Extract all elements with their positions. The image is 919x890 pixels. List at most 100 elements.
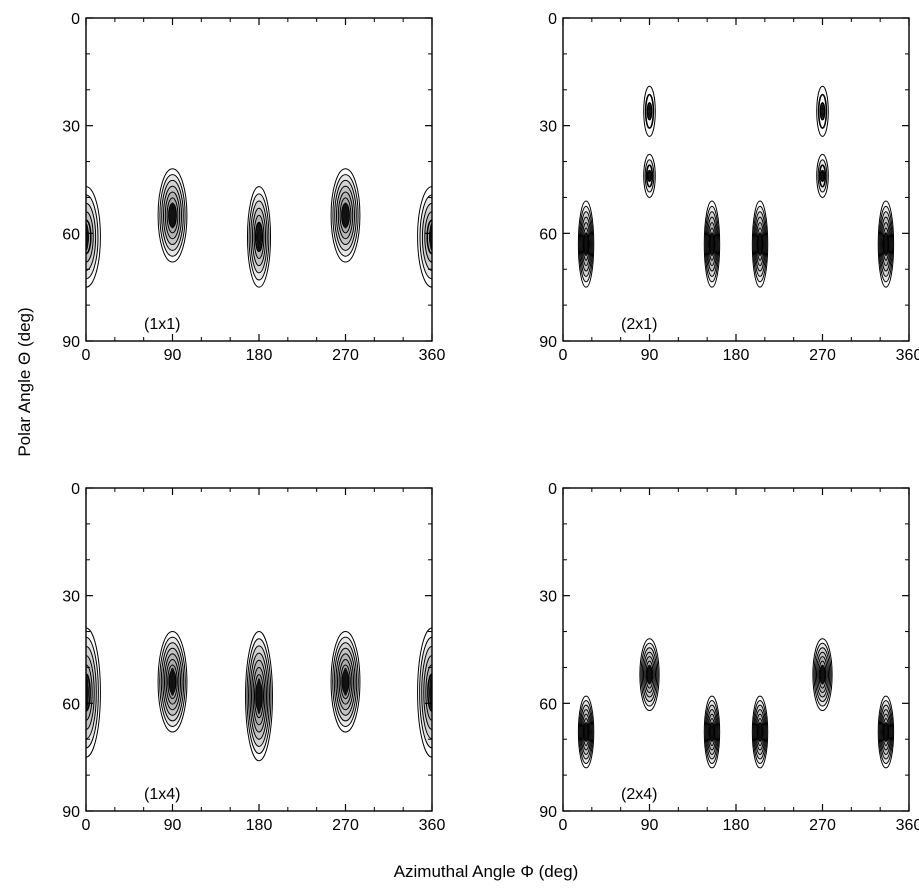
contour-peak — [86, 627, 101, 758]
contour-level — [427, 673, 432, 712]
contour-level — [818, 164, 827, 188]
x-axis-title: Azimuthal Angle Φ (deg) — [394, 862, 579, 881]
contour-level — [639, 638, 660, 712]
panel-label: (1x4) — [144, 786, 180, 803]
contour-peak — [246, 186, 272, 288]
contour-core — [758, 721, 762, 743]
contour-level — [157, 168, 188, 263]
x-tick-label: 360 — [419, 817, 446, 834]
x-tick-label: 360 — [896, 817, 919, 834]
contour-level — [643, 85, 656, 137]
contour-peak — [816, 153, 829, 198]
y-tick-label: 0 — [548, 11, 557, 28]
contour-level — [644, 93, 655, 129]
contour-peak — [703, 200, 721, 288]
contour-core — [169, 202, 176, 229]
contour-core — [256, 222, 262, 251]
plot-area — [577, 638, 895, 769]
x-tick-label: 0 — [559, 817, 568, 834]
x-tick-label: 180 — [246, 347, 273, 364]
y-tick-label: 30 — [62, 589, 80, 606]
contour-core — [821, 169, 824, 182]
contour-peak — [812, 638, 833, 712]
x-tick-label: 0 — [82, 347, 91, 364]
y-tick-label: 0 — [71, 11, 80, 28]
y-tick-label: 0 — [71, 481, 80, 498]
contour-peak — [643, 153, 656, 198]
contour-core — [86, 222, 89, 251]
contour-level — [877, 695, 895, 769]
contour-level — [817, 93, 828, 129]
panel-label: (2x4) — [621, 786, 657, 803]
contour-core — [710, 232, 714, 257]
plot-frame — [562, 487, 910, 812]
x-tick-label: 270 — [809, 817, 836, 834]
x-tick-label: 360 — [419, 347, 446, 364]
contour-level — [816, 153, 829, 198]
y-tick-label: 60 — [62, 226, 80, 243]
contour-level — [577, 200, 595, 288]
contour-core — [648, 104, 651, 119]
x-tick-label: 0 — [82, 817, 91, 834]
contour-core — [342, 667, 349, 696]
contour-peak — [577, 200, 595, 288]
x-tick-label: 270 — [332, 817, 359, 834]
contour-peak — [330, 168, 361, 263]
contour-level — [424, 211, 432, 263]
contour-level — [877, 200, 895, 288]
y-tick-label: 60 — [62, 696, 80, 713]
contour-level — [245, 631, 273, 762]
contour-level — [751, 200, 769, 288]
y-tick-label: 90 — [539, 334, 557, 351]
y-tick-label: 90 — [539, 804, 557, 821]
contour-level — [645, 164, 654, 188]
contour-level — [246, 186, 272, 288]
contour-level — [703, 200, 721, 288]
x-tick-label: 90 — [164, 347, 182, 364]
contour-core — [86, 674, 89, 711]
plot-frame — [85, 17, 433, 342]
x-tick-label: 180 — [246, 817, 273, 834]
x-tick-label: 270 — [809, 347, 836, 364]
y-tick-label: 0 — [548, 481, 557, 498]
plot-area — [577, 85, 895, 288]
x-tick-label: 180 — [723, 347, 750, 364]
contour-core — [758, 232, 762, 257]
y-tick-label: 30 — [62, 119, 80, 136]
x-tick-label: 0 — [559, 347, 568, 364]
panel-label: (2x1) — [621, 316, 657, 333]
contour-core — [169, 667, 176, 696]
contour-core — [821, 104, 824, 119]
plot-area — [86, 168, 432, 288]
contour-level — [819, 102, 826, 121]
contour-peak — [245, 631, 273, 762]
y-tick-label: 60 — [539, 226, 557, 243]
contour-level — [86, 645, 97, 740]
contour-core — [584, 721, 588, 743]
x-tick-label: 90 — [641, 347, 659, 364]
contour-core — [648, 169, 651, 182]
contour-peak — [703, 695, 721, 769]
plot-area — [86, 627, 432, 762]
panel-label: (1x1) — [144, 316, 180, 333]
y-tick-label: 30 — [539, 119, 557, 136]
contour-peak — [877, 200, 895, 288]
y-tick-label: 60 — [539, 696, 557, 713]
contour-peak — [643, 85, 656, 137]
plot-frame — [562, 17, 910, 342]
contour-level — [703, 695, 721, 769]
contour-core — [884, 232, 888, 257]
contour-peak — [639, 638, 660, 712]
contour-level — [86, 673, 91, 712]
x-tick-label: 360 — [896, 347, 919, 364]
contour-core — [710, 721, 714, 743]
contour-level — [421, 645, 432, 740]
contour-core — [429, 222, 432, 251]
x-tick-label: 90 — [641, 817, 659, 834]
contour-core — [342, 202, 349, 229]
